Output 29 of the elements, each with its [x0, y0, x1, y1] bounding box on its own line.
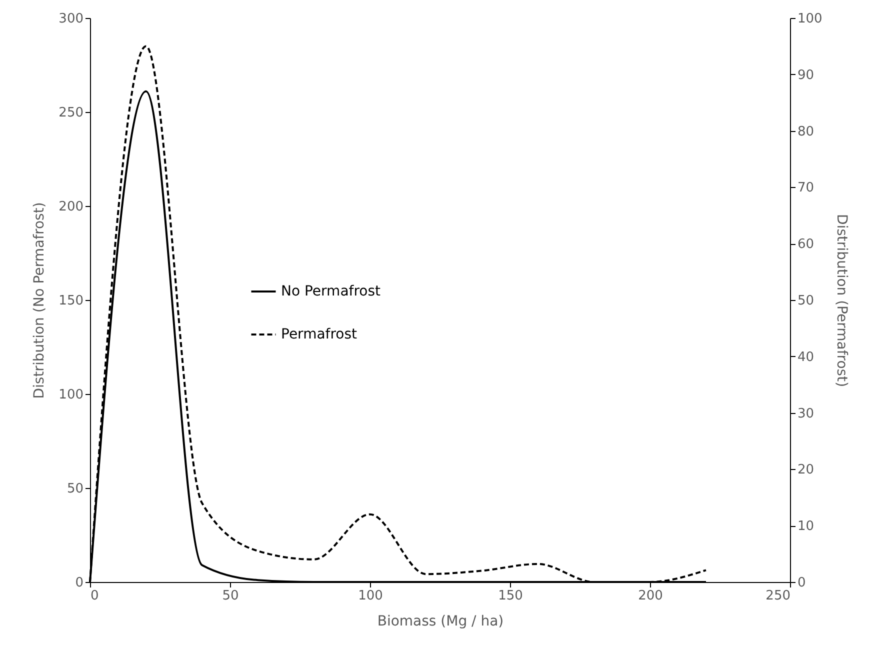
x-tick-label: 0	[90, 588, 99, 604]
y2-tick-label: 30	[798, 406, 814, 422]
y2-tick-label: 100	[798, 12, 822, 26]
x-tick-label: 50	[222, 588, 239, 604]
y2-tick-label: 90	[798, 68, 814, 83]
x-tick-label: 250	[766, 588, 790, 604]
y-tick-label: 200	[58, 200, 84, 214]
y2-tick-label: 80	[798, 124, 814, 140]
y-tick-label: 250	[58, 106, 84, 120]
y2-tick-label: 40	[798, 350, 814, 365]
y2-tick-label: 50	[798, 294, 814, 308]
legend-label: No Permafrost	[281, 284, 382, 300]
y2-tick-label: 60	[798, 237, 814, 252]
y2-tick-label: 70	[798, 180, 814, 196]
y2-tick-label: 10	[798, 519, 814, 534]
x-tick-label: 100	[358, 588, 383, 604]
y-tick-label: 0	[75, 576, 84, 590]
y-axis-title: Distribution (No Permafrost)	[32, 202, 48, 399]
y-tick-label: 150	[58, 294, 84, 308]
legend-label: Permafrost	[281, 326, 358, 342]
y2-tick-label: 20	[798, 462, 814, 478]
x-axis-title: Biomass (Mg / ha)	[377, 614, 504, 630]
x-tick-label: 150	[498, 588, 523, 604]
y2-axis-title: Distribution (Permafrost)	[833, 214, 850, 388]
y2-tick-label: 0	[798, 576, 806, 590]
y-tick-label: 50	[66, 482, 84, 496]
x-tick-label: 200	[638, 588, 663, 604]
y-tick-label: 100	[58, 388, 84, 402]
y-tick-label: 300	[58, 12, 84, 26]
